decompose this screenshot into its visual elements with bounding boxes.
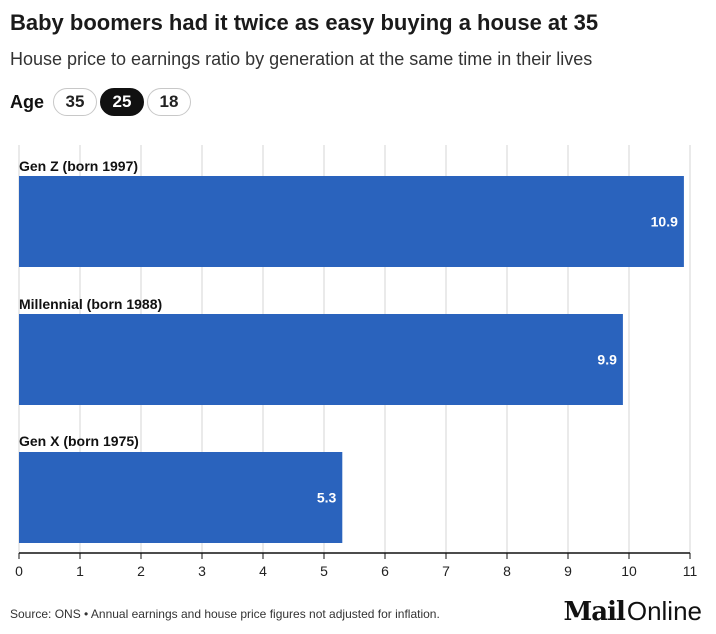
- x-tick-label: 5: [320, 563, 328, 579]
- x-tick-label: 0: [15, 563, 23, 579]
- x-tick-label: 4: [259, 563, 267, 579]
- chart-title: Baby boomers had it twice as easy buying…: [10, 10, 599, 35]
- age-selector: Age 35 25 18: [10, 86, 194, 118]
- x-tick-label: 6: [381, 563, 389, 579]
- data-label: 10.9: [651, 214, 678, 230]
- x-tick-label: 11: [683, 563, 698, 579]
- category-label: Gen Z (born 1997): [19, 158, 138, 174]
- age-option-18[interactable]: 18: [147, 88, 192, 116]
- data-label: 5.3: [317, 490, 337, 506]
- age-option-35[interactable]: 35: [53, 88, 98, 116]
- x-tick-label: 1: [76, 563, 84, 579]
- category-label: Millennial (born 1988): [19, 296, 162, 312]
- logo-online-text: Online: [626, 596, 702, 626]
- x-tick-label: 10: [621, 563, 637, 579]
- x-tick-label: 2: [137, 563, 145, 579]
- x-tick-label: 3: [198, 563, 206, 579]
- age-option-25[interactable]: 25: [100, 88, 145, 116]
- bar: [19, 314, 623, 405]
- data-label: 9.9: [597, 352, 617, 368]
- x-tick-label: 7: [442, 563, 450, 579]
- x-tick-label: 9: [564, 563, 572, 579]
- age-label: Age: [10, 91, 45, 112]
- logo-mail-text: Mail: [563, 597, 625, 627]
- source-note: Source: ONS • Annual earnings and house …: [10, 607, 440, 621]
- bar-chart: Gen Z (born 1997) 10.9 Millennial (born 19…: [15, 145, 698, 579]
- mail-online-logo: Mail Online: [563, 598, 702, 625]
- bar: [19, 452, 343, 543]
- chart-subtitle: House price to earnings ratio by generat…: [10, 49, 593, 69]
- x-tick-label: 8: [503, 563, 511, 579]
- bar: [19, 176, 684, 267]
- category-label: Gen X (born 1975): [19, 433, 139, 449]
